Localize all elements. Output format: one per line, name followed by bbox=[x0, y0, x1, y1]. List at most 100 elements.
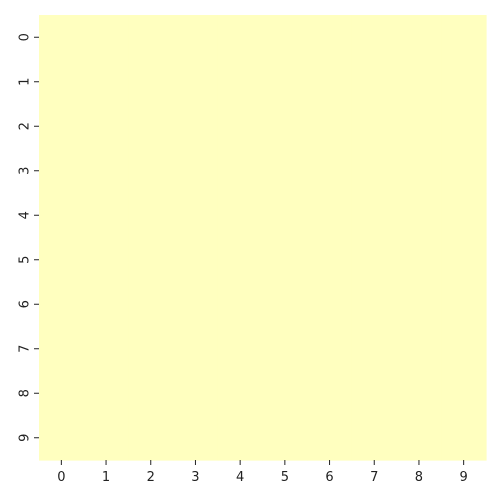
heatmap-cell bbox=[351, 15, 398, 61]
x-tick-label: 1 bbox=[102, 470, 110, 485]
heatmap-cell bbox=[173, 148, 219, 194]
x-tick-label: 6 bbox=[325, 470, 333, 485]
heatmap-cell bbox=[128, 193, 174, 239]
heatmap-cell bbox=[396, 282, 442, 328]
x-tick-label: 3 bbox=[191, 470, 199, 485]
heatmap-cell bbox=[262, 371, 308, 417]
heatmap-cell bbox=[307, 193, 353, 239]
heatmap-cell bbox=[441, 193, 487, 239]
heatmap-cell bbox=[39, 415, 85, 461]
x-tick-label: 5 bbox=[281, 470, 289, 485]
heatmap-cell bbox=[441, 282, 487, 328]
heatmap-cell bbox=[441, 326, 487, 372]
heatmap-cell bbox=[351, 148, 398, 194]
heatmap-cell bbox=[173, 15, 219, 61]
heatmap-cell bbox=[217, 104, 264, 150]
heatmap-cell bbox=[39, 237, 85, 283]
heatmap-cell bbox=[307, 104, 353, 150]
heatmap-cell bbox=[217, 193, 264, 239]
heatmap-cell bbox=[39, 104, 85, 150]
heatmap-cell bbox=[128, 104, 174, 150]
heatmap-cell bbox=[262, 282, 308, 328]
heatmap-cell bbox=[83, 415, 129, 461]
heatmap-cell bbox=[39, 193, 85, 239]
heatmap-cell bbox=[441, 148, 487, 194]
heatmap-cell bbox=[351, 104, 398, 150]
heatmap-cell bbox=[39, 59, 85, 105]
heatmap-cells bbox=[39, 15, 487, 461]
heatmap-cell bbox=[262, 193, 308, 239]
x-tick-label: 0 bbox=[57, 470, 65, 485]
heatmap-cell bbox=[396, 104, 442, 150]
heatmap-cell bbox=[83, 193, 129, 239]
y-tick-label: 7 bbox=[18, 345, 33, 353]
heatmap-cell bbox=[396, 148, 442, 194]
heatmap-cell bbox=[262, 148, 308, 194]
heatmap-cell bbox=[83, 59, 129, 105]
x-tick-label: 9 bbox=[460, 470, 468, 485]
heatmap-cell bbox=[173, 104, 219, 150]
heatmap-cell bbox=[351, 282, 398, 328]
heatmap-cell bbox=[83, 237, 129, 283]
y-tick-label: 3 bbox=[18, 167, 33, 175]
heatmap-cell bbox=[396, 59, 442, 105]
y-tick-label: 0 bbox=[18, 33, 33, 41]
heatmap-cell bbox=[83, 104, 129, 150]
heatmap-cell bbox=[307, 148, 353, 194]
heatmap-cell bbox=[217, 15, 264, 61]
heatmap-cell bbox=[262, 15, 308, 61]
heatmap-cell bbox=[173, 326, 219, 372]
heatmap-cell bbox=[396, 15, 442, 61]
heatmap-cell bbox=[173, 282, 219, 328]
heatmap-cell bbox=[307, 15, 353, 61]
x-axis-ticks: 0 1 2 3 4 5 6 7 8 9 bbox=[57, 460, 468, 485]
heatmap-cell bbox=[351, 326, 398, 372]
y-tick-label: 2 bbox=[18, 122, 33, 130]
heatmap-cell bbox=[351, 415, 398, 461]
heatmap-cell bbox=[128, 237, 174, 283]
heatmap-cell bbox=[441, 59, 487, 105]
heatmap-cell bbox=[396, 371, 442, 417]
heatmap-cell bbox=[83, 282, 129, 328]
heatmap-cell bbox=[396, 415, 442, 461]
heatmap-cell bbox=[128, 59, 174, 105]
heatmap-cell bbox=[39, 326, 85, 372]
heatmap-cell bbox=[83, 326, 129, 372]
y-tick-label: 1 bbox=[18, 78, 33, 86]
heatmap-cell bbox=[396, 193, 442, 239]
heatmap-cell bbox=[441, 237, 487, 283]
heatmap-cell bbox=[39, 371, 85, 417]
heatmap-cell bbox=[128, 371, 174, 417]
heatmap-cell bbox=[128, 15, 174, 61]
heatmap-cell bbox=[351, 59, 398, 105]
heatmap-cell bbox=[173, 59, 219, 105]
heatmap-cell bbox=[262, 237, 308, 283]
heatmap-cell bbox=[441, 415, 487, 461]
heatmap-cell bbox=[217, 59, 264, 105]
heatmap-cell bbox=[396, 237, 442, 283]
heatmap-cell bbox=[307, 282, 353, 328]
heatmap-cell bbox=[39, 282, 85, 328]
y-axis-ticks: 0 1 2 3 4 5 6 7 8 9 bbox=[18, 33, 39, 442]
heatmap-cell bbox=[39, 15, 85, 61]
heatmap-cell bbox=[217, 415, 264, 461]
heatmap-cell bbox=[441, 104, 487, 150]
heatmap-cell bbox=[217, 326, 264, 372]
heatmap-cell bbox=[262, 415, 308, 461]
heatmap-cell bbox=[441, 15, 487, 61]
heatmap-cell bbox=[441, 371, 487, 417]
heatmap-cell bbox=[128, 148, 174, 194]
heatmap-cell bbox=[173, 237, 219, 283]
heatmap-cell bbox=[307, 326, 353, 372]
y-tick-label: 4 bbox=[18, 211, 33, 219]
y-tick-label: 6 bbox=[18, 300, 33, 308]
y-tick-label: 9 bbox=[18, 434, 33, 442]
heatmap-cell bbox=[83, 148, 129, 194]
heatmap-cell bbox=[217, 148, 264, 194]
heatmap-cell bbox=[173, 415, 219, 461]
heatmap-cell bbox=[262, 326, 308, 372]
heatmap-cell bbox=[128, 326, 174, 372]
heatmap-cell bbox=[83, 371, 129, 417]
heatmap-cell bbox=[217, 371, 264, 417]
